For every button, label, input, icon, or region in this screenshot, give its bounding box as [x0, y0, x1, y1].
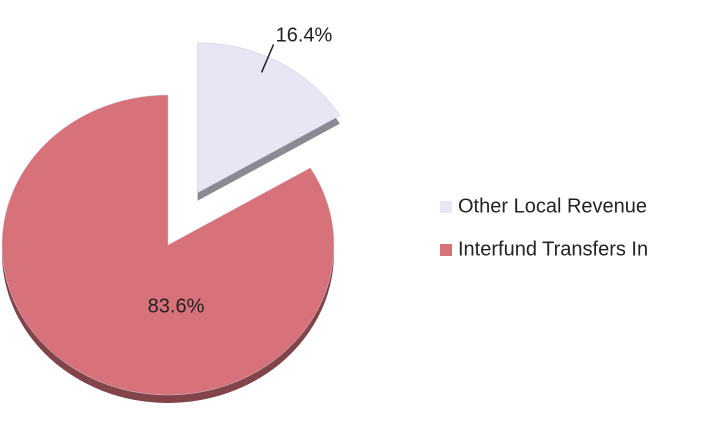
legend-label: Interfund Transfers In [458, 238, 648, 260]
slice [1, 94, 335, 396]
data-labels: 16.4% 83.6% [148, 25, 333, 318]
legend-swatch [440, 244, 452, 256]
leader-line [260, 44, 275, 73]
slice [197, 42, 341, 194]
legend-label: Other Local Revenue [458, 195, 647, 217]
legend-swatch [440, 201, 452, 213]
data-label: 16.4% [276, 25, 333, 47]
legend: Other Local Revenue Interfund Transfers I… [440, 195, 648, 260]
data-label: 83.6% [148, 295, 205, 317]
pie [1, 42, 341, 403]
